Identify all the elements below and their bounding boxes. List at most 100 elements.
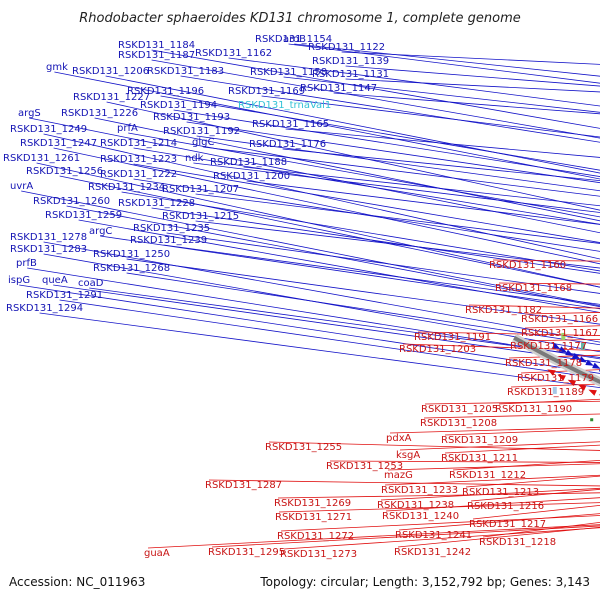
gene-label-forward: aroB bbox=[283, 34, 306, 45]
leader-line-forward bbox=[151, 207, 600, 274]
leader-line-forward bbox=[151, 49, 600, 129]
leader-line-forward bbox=[36, 162, 600, 288]
gene-label-reverse: ksgA bbox=[396, 450, 420, 461]
gene-label-forward: RSKD131_1261 bbox=[3, 153, 80, 164]
leader-line-reverse bbox=[268, 441, 600, 451]
gene-label-reverse: RSKD131_1255 bbox=[265, 442, 342, 453]
gene-label-forward: RSKD131_1249 bbox=[10, 124, 87, 135]
map-title: Rhodobacter sphaeroides KD131 chromosome… bbox=[79, 11, 520, 26]
leader-line-forward bbox=[283, 76, 600, 113]
leader-line-forward bbox=[66, 205, 600, 308]
leader-lines bbox=[19, 43, 600, 550]
gene-label-forward: RSKD131_1268 bbox=[93, 263, 170, 274]
gene-label-reverse: RSKD131_1269 bbox=[274, 498, 351, 509]
gene-label-reverse: RSKD131_1211 bbox=[441, 453, 518, 464]
leader-line-forward bbox=[43, 253, 600, 353]
leader-line-forward bbox=[100, 235, 600, 310]
gene-label-reverse: RSKD131_1242 bbox=[394, 547, 471, 558]
forward-gene-arrow-shape bbox=[565, 349, 574, 356]
leader-line-forward bbox=[126, 272, 600, 346]
leader-line-forward bbox=[195, 220, 600, 269]
gene-label-reverse: RSKD131_1179 bbox=[517, 373, 594, 384]
forward-gene-arrow bbox=[571, 352, 581, 360]
forward-gene-arrow bbox=[558, 346, 568, 353]
reverse-gene-arrow bbox=[577, 384, 587, 391]
gene-label-forward: RSKD131_1122 bbox=[308, 42, 385, 53]
gene-label-forward: RSKD131_1193 bbox=[153, 112, 230, 123]
gene-label-forward: RSKD131_1184 bbox=[118, 40, 195, 51]
leader-line-reverse bbox=[147, 524, 600, 549]
leader-line-forward bbox=[53, 147, 600, 265]
leader-line-reverse bbox=[385, 497, 600, 512]
gene-label-forward: RSKD131_1196 bbox=[127, 86, 204, 97]
gene-label-reverse: RSKD131_1189 bbox=[507, 387, 584, 398]
gene-label-forward: RSKD131_1259 bbox=[45, 210, 122, 221]
gene-label-forward: RSKD131_1226 bbox=[61, 108, 138, 119]
gene-label-forward: uvrA bbox=[10, 181, 33, 192]
gene-label-reverse: RSKD131_1241 bbox=[395, 530, 472, 541]
leader-line-forward bbox=[94, 117, 600, 222]
reverse-gene-arrow bbox=[588, 389, 597, 396]
gene-label-forward: RSKD131_1215 bbox=[162, 211, 239, 222]
leader-line-reverse bbox=[329, 460, 600, 463]
gene-label-reverse: RSKD131_1216 bbox=[467, 501, 544, 512]
leader-line-forward bbox=[53, 284, 600, 363]
leader-line-reverse bbox=[208, 479, 600, 487]
reverse-gene-arrow-shape bbox=[588, 389, 597, 396]
leader-line-forward bbox=[151, 59, 600, 139]
gene-label-forward: prfB bbox=[16, 258, 37, 269]
leader-line-forward bbox=[288, 43, 600, 84]
leader-line-reverse bbox=[397, 526, 600, 548]
leader-line-forward bbox=[27, 267, 600, 360]
leader-line-forward bbox=[106, 101, 600, 211]
gene-label-reverse: RSKD131_1209 bbox=[441, 435, 518, 446]
gene-label-reverse: RSKD131_1272 bbox=[277, 531, 354, 542]
leader-line-forward bbox=[345, 65, 600, 87]
gene-label-forward: RSKD131_1294 bbox=[6, 303, 83, 314]
leader-line-forward bbox=[133, 147, 600, 225]
forward-gene-arrow bbox=[551, 342, 561, 350]
leader-line-reverse bbox=[399, 441, 600, 451]
leader-line-forward bbox=[246, 180, 600, 225]
reverse-gene-arrow-shape bbox=[577, 384, 587, 391]
leader-line-forward bbox=[89, 287, 600, 358]
accession-text: Accession: NC_011963 bbox=[9, 575, 145, 589]
gene-label-forward: RSKD131_1291 bbox=[26, 290, 103, 301]
gene-label-forward: RSKD131_1207 bbox=[162, 184, 239, 195]
leader-line-reverse bbox=[389, 426, 600, 434]
leader-line-reverse bbox=[384, 474, 600, 486]
gene-label-forward: ndk bbox=[185, 153, 204, 164]
leader-line-forward bbox=[193, 162, 600, 213]
gene-label-forward: RSKD131_1214 bbox=[100, 138, 177, 149]
leader-line-forward bbox=[195, 193, 600, 244]
gene-label-forward: RSKD131_1283 bbox=[10, 244, 87, 255]
reverse-gene-arrow-shape bbox=[547, 369, 556, 376]
cog-color-block bbox=[552, 386, 557, 394]
leader-line-reverse bbox=[283, 527, 600, 550]
leader-line-reverse bbox=[402, 343, 600, 352]
forward-gene-arrow bbox=[585, 359, 594, 366]
gene-label-forward: prfA bbox=[117, 123, 138, 134]
forward-gene-arrow bbox=[578, 356, 588, 363]
leader-line-forward bbox=[160, 95, 600, 171]
gene-label-forward: RSKD131_1256 bbox=[26, 166, 103, 177]
reverse-gene-arrow-shape bbox=[557, 374, 566, 381]
gene-label-reverse: RSKD131_1167 bbox=[521, 328, 598, 339]
leader-line-reverse bbox=[280, 515, 600, 532]
leader-line-forward bbox=[163, 244, 600, 305]
gene-label-forward: queA bbox=[42, 275, 68, 286]
forward-gene-arrow-shape bbox=[592, 362, 600, 369]
gene-label-reverse: RSKD131_1271 bbox=[275, 512, 352, 523]
gene-label-forward: RSKD131_1247 bbox=[20, 138, 97, 149]
gene-label-reverse: RSKD131_1218 bbox=[479, 537, 556, 548]
cog-color-block bbox=[581, 342, 586, 350]
gene-label-forward: RSKD131_1192 bbox=[163, 126, 240, 137]
leader-line-forward bbox=[173, 109, 600, 177]
forward-gene-arrow-shape bbox=[558, 346, 568, 353]
leader-line-forward bbox=[78, 219, 600, 313]
gene-label-forward: RSKD131_1239 bbox=[130, 235, 207, 246]
leader-line-forward bbox=[133, 163, 600, 243]
gene-label-forward: RSKD131_1250 bbox=[93, 249, 170, 260]
gene-label-reverse: RSKD131_1191 bbox=[414, 332, 491, 343]
